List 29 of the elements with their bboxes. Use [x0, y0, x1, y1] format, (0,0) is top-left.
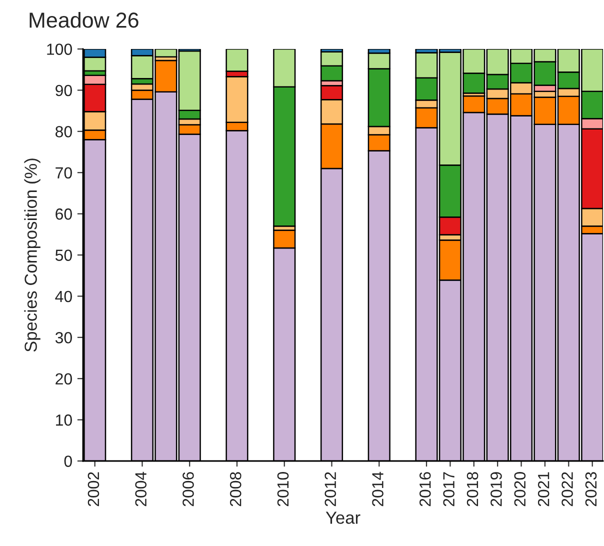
x-axis-title: Year: [326, 512, 360, 524]
y-tick-label: 80: [56, 126, 72, 138]
x-tick-label: 2002: [88, 472, 100, 506]
x-tick-label: 2018: [466, 472, 478, 506]
x-tick-label: 2010: [277, 472, 289, 506]
x-tick-label: 2008: [230, 472, 242, 506]
x-tick-label: 2023: [585, 472, 597, 506]
y-tick-label: 50: [55, 250, 72, 261]
y-tick-label: 20: [56, 373, 72, 385]
x-tick-label: 2014: [372, 472, 384, 506]
x-tick-label: 2020: [514, 472, 526, 506]
y-tick-label: 60: [56, 208, 72, 220]
x-tick-label: 2021: [538, 472, 550, 506]
y-tick-label: 100: [47, 44, 72, 55]
x-tick-label: 2019: [490, 472, 502, 506]
x-tick-label: 2012: [324, 472, 336, 506]
x-tick-label: 2022: [562, 472, 573, 506]
y-tick-label: 90: [56, 84, 72, 96]
y-tick-label: 40: [55, 290, 72, 302]
y-tick-label: 10: [56, 414, 72, 426]
x-tick-label: 2004: [135, 472, 147, 506]
x-tick-label: 2006: [182, 472, 194, 506]
y-tick-label: 0: [64, 456, 72, 467]
x-tick-label: 2017: [443, 472, 454, 506]
y-axis-title: Species Composition (%): [24, 158, 40, 352]
chart-title: Meadow 26: [30, 12, 138, 28]
x-tick-label: 2016: [419, 472, 431, 506]
y-tick-label: 30: [55, 332, 72, 344]
y-tick-label: 70: [56, 167, 72, 179]
